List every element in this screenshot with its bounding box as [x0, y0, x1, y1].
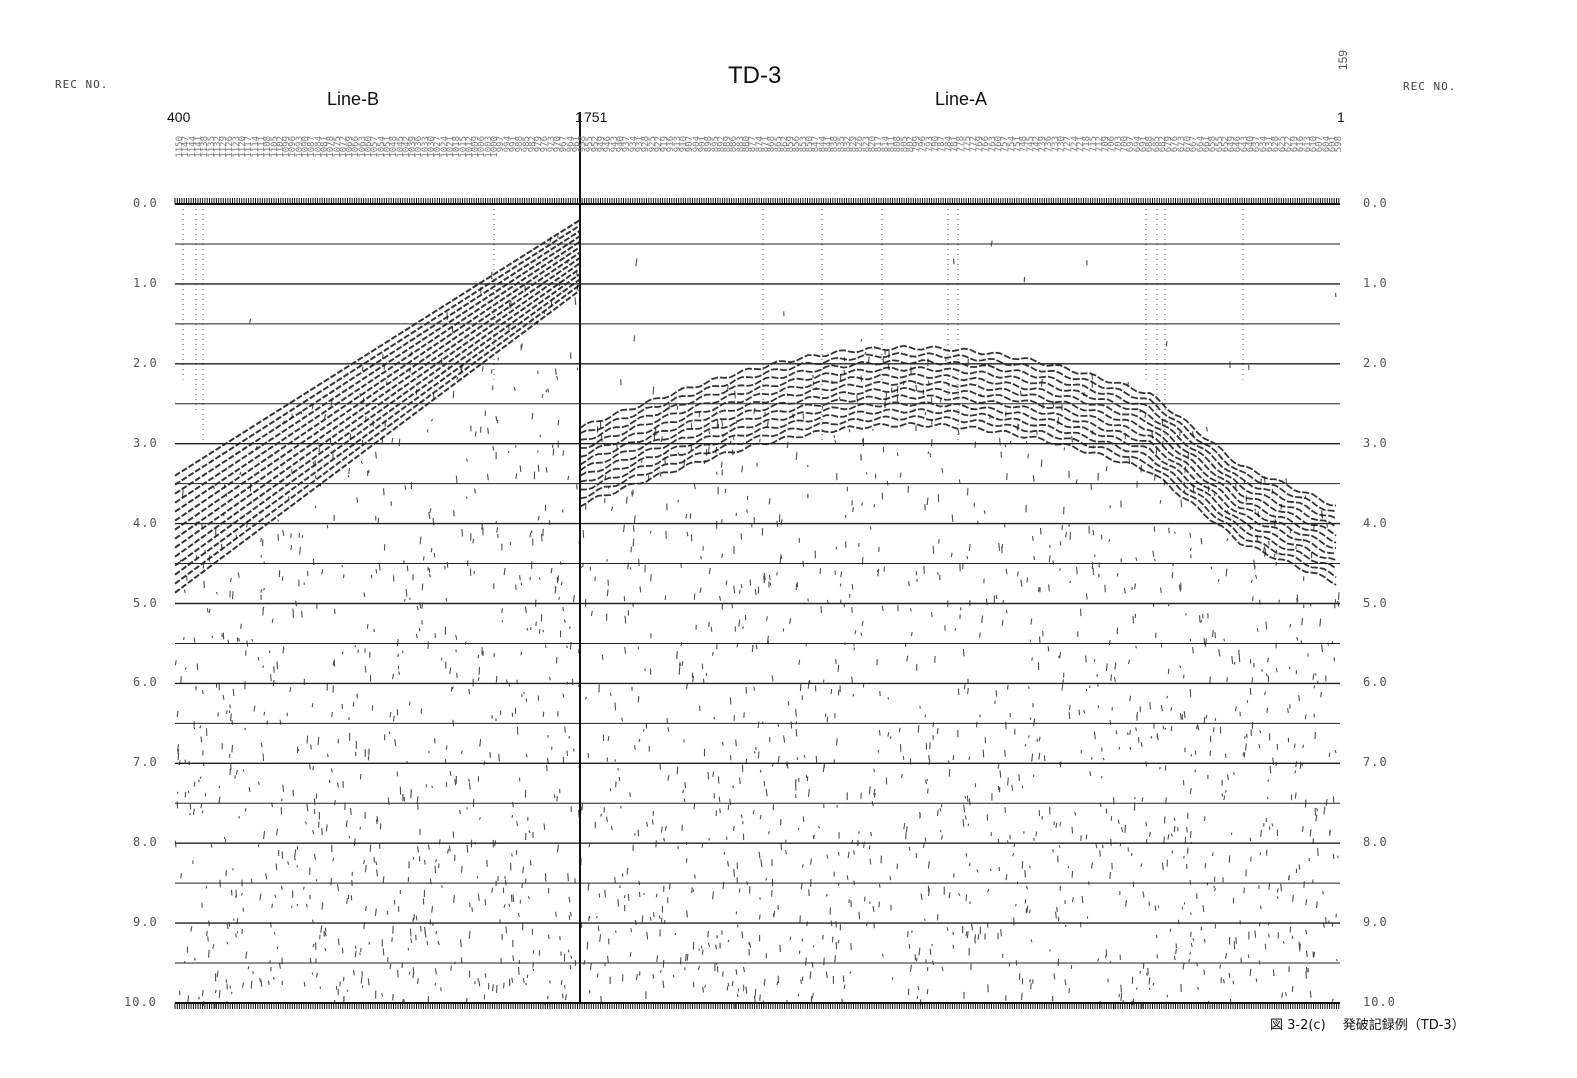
page-title: TD-3 [728, 62, 782, 89]
record-number-strip: 1150 1147 1144 1141 1138 1135 1132 1129 1126 1123… [0, 0, 1577, 200]
time-tick-right: 8.0 [1363, 835, 1388, 850]
time-tick-left: 9.0 [133, 915, 158, 930]
noise-texture [174, 235, 1340, 1010]
rec-no-label-right: REC NO. [1403, 80, 1457, 93]
rec-no-label-left: REC NO. [55, 78, 109, 91]
line-b-first-arrivals [174, 219, 581, 594]
record-number-digit: 598 [1334, 136, 1345, 153]
line-a-first-arrivals [579, 344, 1337, 586]
time-tick-right: 4.0 [1363, 515, 1388, 530]
time-tick-right: 0.0 [1363, 196, 1388, 210]
figure-caption: 図 3-2(c) 発破記録例（TD-3） [1270, 1018, 1465, 1033]
rec-mid-right: 751 [584, 109, 608, 125]
time-tick-left: 1.0 [133, 275, 158, 290]
time-tick-right: 2.0 [1363, 355, 1388, 370]
time-tick-left: 4.0 [133, 515, 158, 530]
rec-end-right: 1 [1337, 109, 1345, 125]
time-tick-left: 0.0 [133, 196, 158, 210]
time-tick-right: 9.0 [1363, 915, 1388, 930]
time-tick-right: 7.0 [1363, 755, 1388, 770]
rec-mid-left: 1 [575, 109, 583, 125]
time-tick-left: 7.0 [133, 755, 158, 770]
time-tick-left: 10.0 [124, 995, 157, 1009]
trace-tick-bars [174, 198, 1340, 1009]
time-tick-left: 8.0 [133, 835, 158, 850]
rec-start-left: 400 [167, 109, 191, 125]
line-b-label: Line-B [327, 89, 380, 109]
time-tick-right: 5.0 [1363, 595, 1388, 610]
time-tick-left: 5.0 [133, 595, 158, 610]
line-a-label: Line-A [935, 89, 988, 109]
time-tick-right: 10.0 [1363, 995, 1396, 1009]
time-tick-right: 3.0 [1363, 435, 1388, 450]
time-tick-right: 6.0 [1363, 675, 1388, 690]
time-tick-left: 6.0 [133, 675, 158, 690]
time-tick-left: 2.0 [133, 355, 158, 370]
time-tick-right: 1.0 [1363, 275, 1388, 290]
time-tick-left: 3.0 [133, 435, 158, 450]
